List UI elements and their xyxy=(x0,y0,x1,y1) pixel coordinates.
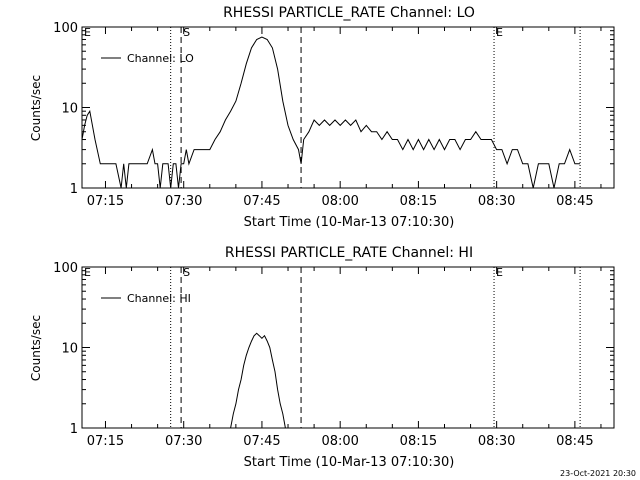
x-tick-label: 07:15 xyxy=(87,194,124,209)
x-tick-label: 08:45 xyxy=(556,434,593,449)
y-tick-label: 100 xyxy=(53,21,78,36)
y-axis-label: Counts/sec xyxy=(29,315,43,381)
marker-label: E xyxy=(84,266,91,279)
chart-panel-hi: RHESSI PARTICLE_RATE Channel: HI Counts/… xyxy=(29,245,615,470)
series-line xyxy=(81,36,581,189)
marker-label: E xyxy=(496,266,503,279)
y-tick-label: 1 xyxy=(70,422,78,437)
legend-label: Channel: LO xyxy=(127,52,194,65)
x-tick-label: 08:30 xyxy=(478,434,515,449)
y-axis-label: Counts/sec xyxy=(29,75,43,141)
footer-timestamp: 23-Oct-2021 20:30 xyxy=(560,469,636,478)
x-axis-label: Start Time (10-Mar-13 07:10:30) xyxy=(244,215,455,230)
chart-title: RHESSI PARTICLE_RATE Channel: HI xyxy=(225,245,473,261)
x-tick-label: 07:45 xyxy=(243,194,280,209)
y-tick-label: 10 xyxy=(61,102,78,117)
marker-label: S xyxy=(183,26,190,39)
marker-label: E xyxy=(496,26,503,39)
y-tick-label: 10 xyxy=(61,342,78,357)
x-tick-label: 08:15 xyxy=(400,434,437,449)
legend-label: Channel: HI xyxy=(127,292,191,305)
x-tick-label: 08:00 xyxy=(321,194,358,209)
marker-label: E xyxy=(84,26,91,39)
x-tick-label: 08:30 xyxy=(478,194,515,209)
marker-label: S xyxy=(183,266,190,279)
x-tick-label: 08:45 xyxy=(556,194,593,209)
x-tick-label: 07:45 xyxy=(243,434,280,449)
x-tick-label: 07:30 xyxy=(165,194,202,209)
chart-panel-lo: RHESSI PARTICLE_RATE Channel: LO Counts/… xyxy=(29,5,615,230)
x-axis-label: Start Time (10-Mar-13 07:10:30) xyxy=(244,455,455,470)
y-tick-label: 100 xyxy=(53,261,78,276)
series-line xyxy=(230,332,286,429)
x-tick-label: 07:15 xyxy=(87,434,124,449)
x-tick-label: 08:00 xyxy=(321,434,358,449)
chart-title: RHESSI PARTICLE_RATE Channel: LO xyxy=(223,5,475,21)
x-tick-label: 08:15 xyxy=(400,194,437,209)
x-tick-label: 07:30 xyxy=(165,434,202,449)
y-tick-label: 1 xyxy=(70,182,78,197)
